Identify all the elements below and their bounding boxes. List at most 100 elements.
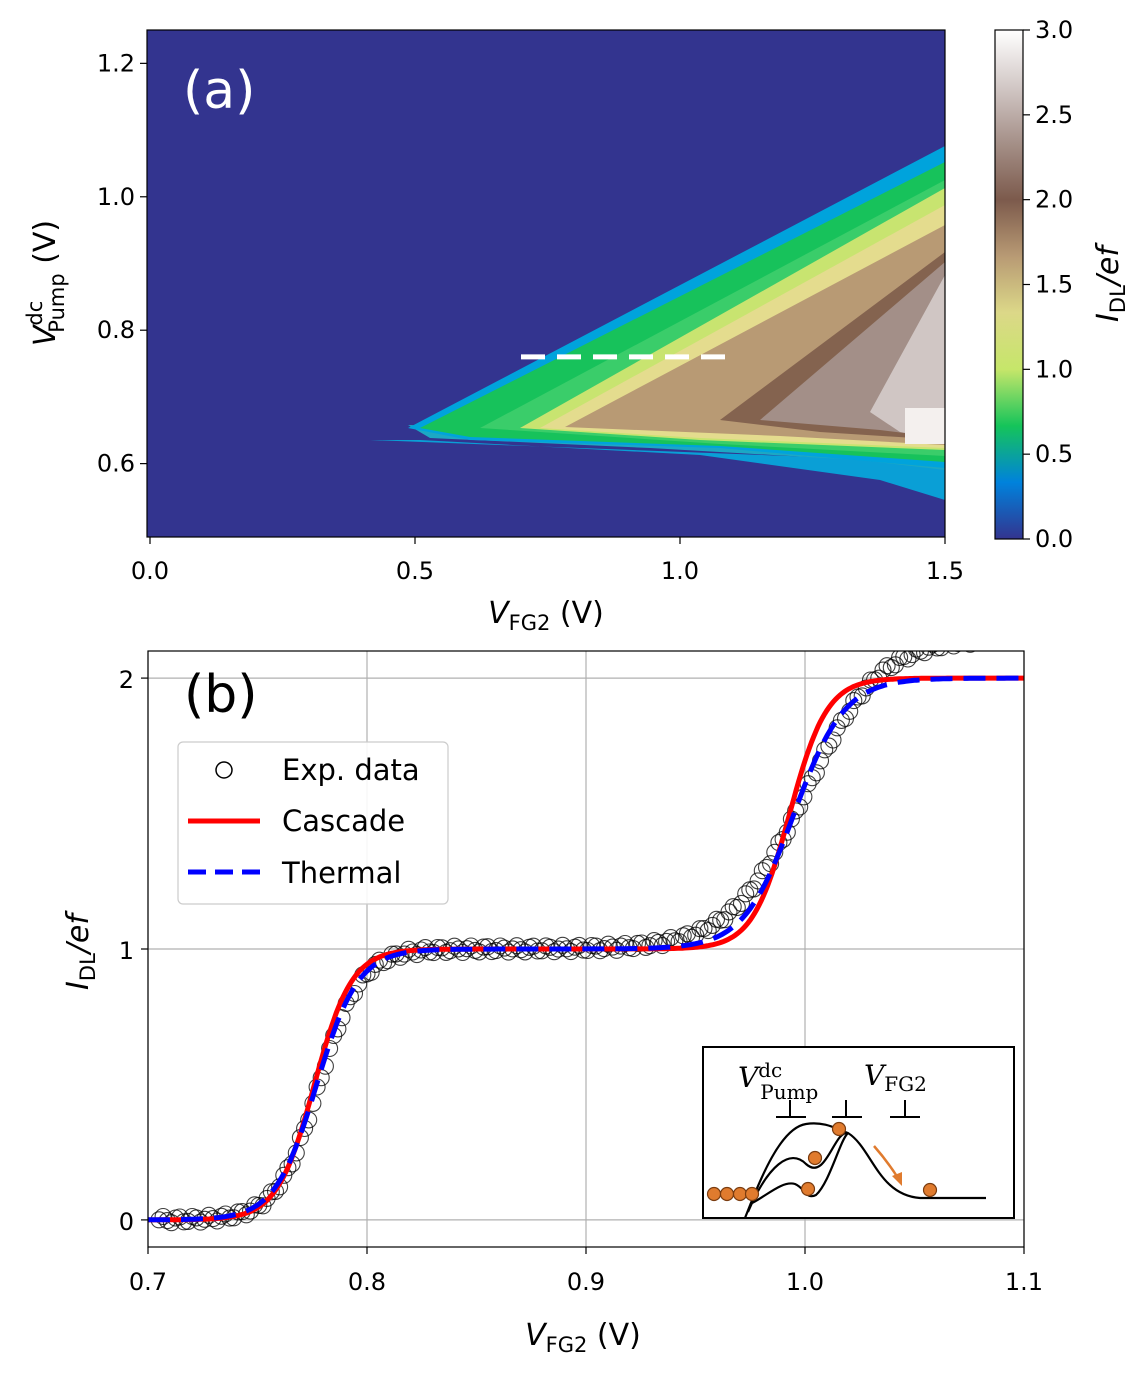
exp-data-point [983, 629, 999, 645]
heatmap-area [147, 30, 945, 537]
line-x-tick-label: 0.8 [348, 1268, 386, 1296]
exp-data-point [942, 634, 958, 650]
exp-data-point [470, 943, 488, 961]
exp-data-point [878, 657, 896, 675]
exp-data-point [312, 1069, 330, 1087]
exp-data-point [699, 922, 717, 940]
exp-data-point [570, 936, 588, 954]
line-x-axis: 0.7 0.8 0.9 1.0 1.1 [129, 1247, 1043, 1296]
colorbar-tick-label: 1.5 [1035, 271, 1073, 299]
exp-data-point [695, 919, 713, 938]
colorbar-tick-label: 0.0 [1035, 525, 1073, 553]
region-white-spot [905, 408, 945, 444]
electron-7 [831, 1121, 847, 1137]
line-y-tick-label: 1 [119, 937, 134, 965]
exp-data-point [954, 631, 970, 647]
exp-data-point [462, 937, 480, 955]
exp-data-point [599, 935, 617, 953]
inset-diagram: Vdc Pump VFG2 [702, 1046, 1015, 1219]
heatmap-x-label: VFG2 (V) [488, 596, 604, 635]
exp-data-point [907, 651, 925, 658]
heatmap-x-tick-label: 0.0 [131, 557, 169, 585]
heatmap-y-tick-label: 0.8 [97, 316, 135, 344]
colorbar-tick-label: 0.5 [1035, 440, 1073, 468]
colorbar: 0.0 0.5 1.0 1.5 2.0 2.5 3.0 IDL/ef [994, 16, 1130, 553]
line-plot-area [148, 629, 1024, 1232]
electron-6 [807, 1150, 823, 1166]
exp-data-point [986, 651, 988, 652]
inset-electrons [706, 1121, 938, 1202]
colorbar-tick-label: 2.0 [1035, 186, 1073, 214]
legend-exp-marker [215, 761, 233, 779]
heatmap-y-axis: 0.6 0.8 1.0 1.2 [97, 49, 147, 478]
panel-b-label: (b) [184, 665, 258, 725]
exp-data-point [524, 937, 542, 955]
colorbar-ticks: 0.0 0.5 1.0 1.5 2.0 2.5 3.0 [1023, 16, 1073, 553]
colorbar-tick-label: 1.0 [1035, 355, 1073, 383]
exp-data-point [964, 651, 976, 653]
colorbar-tick-label: 2.5 [1035, 101, 1073, 129]
heatmap-x-tick-label: 1.0 [661, 557, 699, 585]
exp-data-point [820, 737, 838, 755]
heatmap-panel: (a) 0.0 0.5 1.0 1.5 0.6 0.8 1.0 1.2 VFG2 (V) V… [23, 16, 1130, 635]
line-y-tick-label: 2 [119, 666, 134, 694]
heatmap-y-label: VdcPump (V) [23, 220, 69, 346]
exp-data-point [953, 651, 963, 653]
legend-exp-label: Exp. data [282, 753, 420, 787]
exp-data-point [946, 651, 961, 655]
heatmap-y-tick-label: 1.0 [97, 183, 135, 211]
exp-data-point [927, 651, 939, 653]
exp-data-point [921, 651, 937, 656]
exp-data-point [933, 651, 950, 657]
heatmap-x-tick-label: 1.5 [926, 557, 964, 585]
heatmap-frame [146, 29, 946, 538]
colorbar-label: IDL/ef [1091, 242, 1130, 322]
line-y-label: IDL/ef [61, 910, 100, 990]
exp-data-point [587, 937, 605, 955]
exp-data-point [891, 651, 909, 667]
line-x-tick-label: 0.7 [129, 1268, 167, 1296]
exp-data-point [903, 651, 921, 664]
panel-a-label: (a) [183, 61, 255, 121]
exp-data-point [262, 1183, 280, 1201]
exp-data-point [662, 929, 680, 947]
inset-arrow-head [892, 1172, 902, 1186]
exp-data-point [516, 943, 534, 961]
colorbar-tick-label: 3.0 [1035, 16, 1073, 44]
electron-5 [800, 1181, 816, 1197]
electron-3 [732, 1186, 748, 1202]
electron-8 [922, 1182, 938, 1198]
exp-data-point [807, 764, 825, 782]
region-edge-low-cyan [370, 440, 945, 500]
line-y-axis: 0 1 2 [119, 666, 148, 1236]
heatmap-y-tick-label: 0.6 [97, 450, 135, 478]
exp-data-point [929, 651, 946, 657]
legend-box [177, 741, 449, 905]
exp-data-point [703, 916, 721, 934]
exp-data-point [971, 629, 987, 645]
exp-data-point [728, 898, 746, 917]
colorbar-gradient [994, 29, 1024, 540]
exp-data-point [691, 920, 709, 938]
exp-data-point [958, 633, 974, 649]
inset-pump-label: Vdc Pump [738, 1058, 818, 1104]
heatmap-x-axis: 0.0 0.5 1.0 1.5 [131, 537, 964, 585]
inset-gate-marks [776, 1100, 920, 1118]
line-x-tick-label: 1.0 [786, 1268, 824, 1296]
exp-data-point [678, 925, 696, 943]
exp-data-point [975, 634, 991, 650]
exp-data-point [967, 632, 983, 648]
legend: Exp. data Cascade Thermal [177, 741, 449, 905]
exp-data-point [732, 894, 751, 912]
exp-data-point [720, 903, 738, 921]
exp-data-point [937, 634, 953, 650]
exp-data-point [737, 885, 755, 903]
exp-data-point [716, 911, 734, 929]
line-x-label: VFG2 (V) [525, 1318, 641, 1357]
inset-fg2-label: VFG2 [864, 1059, 927, 1096]
heatmap-x-tick-label: 0.5 [396, 557, 434, 585]
electron-4 [744, 1186, 760, 1202]
electron-2 [719, 1186, 735, 1202]
legend-thermal-label: Thermal [281, 856, 401, 890]
